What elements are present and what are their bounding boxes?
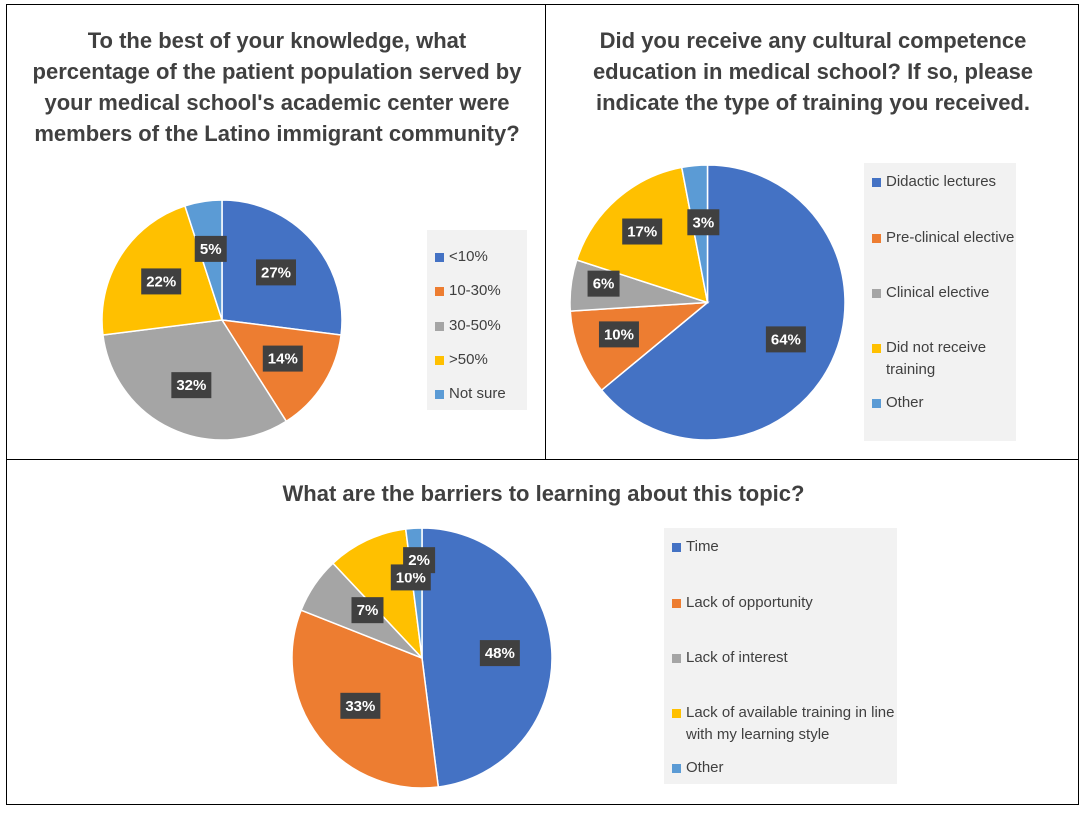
- legend-label: Lack of opportunity: [686, 594, 813, 611]
- data-label: 5%: [194, 235, 227, 262]
- data-label: 14%: [262, 345, 303, 372]
- legend-swatch: [435, 253, 444, 262]
- legend-item: Lack of interest: [672, 649, 788, 669]
- data-label: 7%: [351, 597, 384, 624]
- legend-label: <10%: [449, 248, 488, 265]
- chart-legend: Time Lack of opportunity Lack of interest L…: [664, 528, 897, 784]
- legend-item: Not sure: [435, 385, 506, 405]
- legend-item: >50%: [435, 351, 488, 371]
- chart-title: Did you receive any cultural competence …: [592, 28, 1034, 115]
- legend-swatch: [872, 289, 881, 298]
- data-label: 33%: [340, 692, 381, 719]
- legend-label: Lack of interest: [686, 649, 788, 666]
- data-label: 2%: [403, 547, 436, 574]
- legend-swatch: [672, 764, 681, 773]
- legend-swatch: [672, 709, 681, 718]
- legend-swatch: [872, 234, 881, 243]
- pie-chart: 27% 14% 32% 22% 5%: [101, 199, 343, 441]
- legend-label: Pre-clinical elective: [886, 229, 1015, 246]
- legend-item: Other: [872, 394, 924, 414]
- legend-label: Did not receive training: [886, 339, 987, 378]
- svg-text:64%: 64%: [771, 331, 801, 348]
- svg-text:7%: 7%: [357, 602, 379, 619]
- svg-text:5%: 5%: [200, 241, 222, 258]
- svg-text:33%: 33%: [345, 698, 375, 715]
- svg-text:10%: 10%: [396, 569, 426, 586]
- legend-item: Clinical elective: [872, 284, 989, 304]
- pie-slice-4: [331, 528, 424, 661]
- chart-legend: <10% 10-30% 30-50% >50% Not sure: [427, 230, 527, 410]
- chart-title: To the best of your knowledge, what perc…: [32, 28, 522, 146]
- legend-swatch: [872, 399, 881, 408]
- legend-swatch: [435, 322, 444, 331]
- legend-label: Clinical elective: [886, 284, 990, 301]
- legend-label: Other: [686, 759, 724, 776]
- legend-label: Time: [686, 538, 719, 555]
- svg-text:17%: 17%: [627, 224, 657, 241]
- chart-legend: Didactic lectures Pre-clinical elective Cl…: [864, 163, 1016, 441]
- svg-text:32%: 32%: [176, 377, 206, 394]
- legend-label: >50%: [449, 351, 488, 368]
- legend-item: Lack of opportunity: [672, 594, 813, 614]
- pie-chart: 64% 10% 6% 17% 3%: [569, 164, 846, 441]
- data-label: 3%: [687, 209, 720, 236]
- legend-swatch: [672, 654, 681, 663]
- chart-title: What are the barriers to learning about …: [282, 481, 805, 506]
- legend-swatch: [435, 356, 444, 365]
- legend-swatch: [672, 543, 681, 552]
- data-label: 64%: [765, 326, 806, 353]
- legend-swatch: [435, 287, 444, 296]
- legend-item: Did not receive training: [872, 339, 1016, 381]
- legend-label: Didactic lectures: [886, 173, 997, 190]
- svg-text:22%: 22%: [146, 273, 176, 290]
- svg-text:10%: 10%: [604, 326, 634, 343]
- data-label: 10%: [598, 321, 639, 348]
- legend-label: 30-50%: [449, 317, 501, 334]
- svg-text:27%: 27%: [261, 264, 291, 281]
- data-label: 32%: [171, 372, 212, 399]
- data-label: 17%: [622, 218, 663, 245]
- data-label: 22%: [141, 268, 182, 295]
- legend-item: Lack of available training in line with …: [672, 704, 897, 746]
- legend-item: Other: [672, 759, 724, 779]
- svg-text:3%: 3%: [693, 214, 715, 231]
- pie-chart: 48% 33% 7% 10%2%: [291, 527, 553, 789]
- legend-label: Not sure: [449, 385, 506, 402]
- legend-swatch: [435, 390, 444, 399]
- legend-label: Other: [886, 394, 924, 411]
- legend-item: 30-50%: [435, 317, 501, 337]
- legend-item: Pre-clinical elective: [872, 229, 1014, 249]
- legend-swatch: [872, 344, 881, 353]
- legend-swatch: [672, 599, 681, 608]
- legend-label: 10-30%: [449, 282, 501, 299]
- svg-text:14%: 14%: [268, 351, 298, 368]
- data-label: 27%: [256, 259, 297, 286]
- legend-item: <10%: [435, 248, 488, 268]
- svg-text:6%: 6%: [593, 276, 615, 293]
- chart-panel-barriers: What are the barriers to learning about …: [6, 459, 1079, 805]
- legend-label: Lack of available training in line with …: [686, 704, 895, 743]
- legend-item: Didactic lectures: [872, 173, 996, 193]
- data-label: 6%: [587, 270, 620, 297]
- pie-slice-1: [600, 164, 846, 441]
- svg-text:48%: 48%: [485, 645, 515, 662]
- chart-panel-patient-population: To the best of your knowledge, what perc…: [6, 4, 546, 460]
- legend-swatch: [872, 178, 881, 187]
- legend-item: 10-30%: [435, 282, 501, 302]
- svg-text:2%: 2%: [408, 552, 430, 569]
- data-label: 48%: [479, 640, 520, 667]
- legend-item: Time: [672, 538, 719, 558]
